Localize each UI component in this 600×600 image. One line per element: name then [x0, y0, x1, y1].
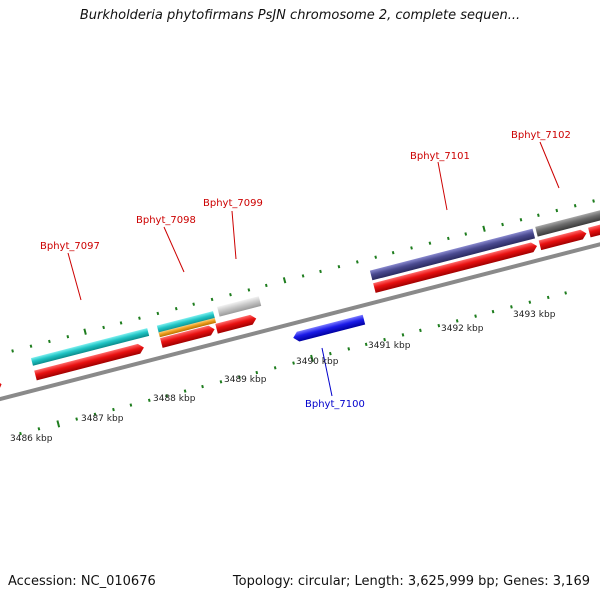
genome-summary-text: Topology: circular; Length: 3,625,999 bp…	[232, 574, 590, 589]
accession-text: Accession: NC_010676	[8, 574, 156, 589]
cds-arrow[interactable]	[373, 241, 538, 293]
cds-arrow[interactable]	[215, 314, 257, 334]
tick-label: 3491 kbp	[368, 341, 411, 351]
cds-track	[0, 219, 600, 392]
gene-label[interactable]: Bphyt_7102	[511, 130, 571, 141]
cds-arrow[interactable]	[588, 219, 600, 238]
gene-track	[30, 205, 600, 366]
tick-label: 3487 kbp	[81, 414, 124, 424]
tick-label: 3489 kbp	[224, 375, 267, 385]
cds-arrow[interactable]	[160, 324, 216, 348]
reverse-tick-row	[19, 291, 567, 436]
leader-lines	[67, 141, 560, 397]
gene-label[interactable]: Bphyt_7101	[410, 151, 470, 162]
tick-label: 3486 kbp	[10, 434, 53, 444]
gene-bar[interactable]	[369, 228, 536, 281]
gene-label[interactable]: Bphyt_7099	[203, 198, 263, 209]
map-title: Burkholderia phytofirmans PsJN chromosom…	[79, 8, 521, 23]
tick-label: 3490 kbp	[296, 357, 339, 367]
gene-bar[interactable]	[30, 328, 150, 366]
forward-tick-row	[11, 199, 595, 353]
gene-label[interactable]: Bphyt_7098	[136, 215, 196, 226]
cds-arrow[interactable]	[0, 379, 3, 392]
cds-arrow[interactable]	[538, 228, 588, 251]
tick-label: 3488 kbp	[153, 394, 196, 404]
cds-arrow[interactable]	[34, 343, 145, 381]
gene-label[interactable]: Bphyt_7100	[305, 399, 365, 410]
gene-bar[interactable]	[158, 317, 217, 338]
gene-bar[interactable]	[156, 311, 216, 334]
tick-label: 3493 kbp	[513, 310, 556, 320]
reverse-gene-arrow[interactable]	[292, 314, 366, 343]
tick-label: 3492 kbp	[441, 324, 484, 334]
chromosome-backbone	[0, 233, 600, 408]
gene-bar[interactable]	[217, 296, 262, 317]
gene-bar[interactable]	[535, 205, 600, 237]
gene-label[interactable]: Bphyt_7097	[40, 241, 100, 252]
